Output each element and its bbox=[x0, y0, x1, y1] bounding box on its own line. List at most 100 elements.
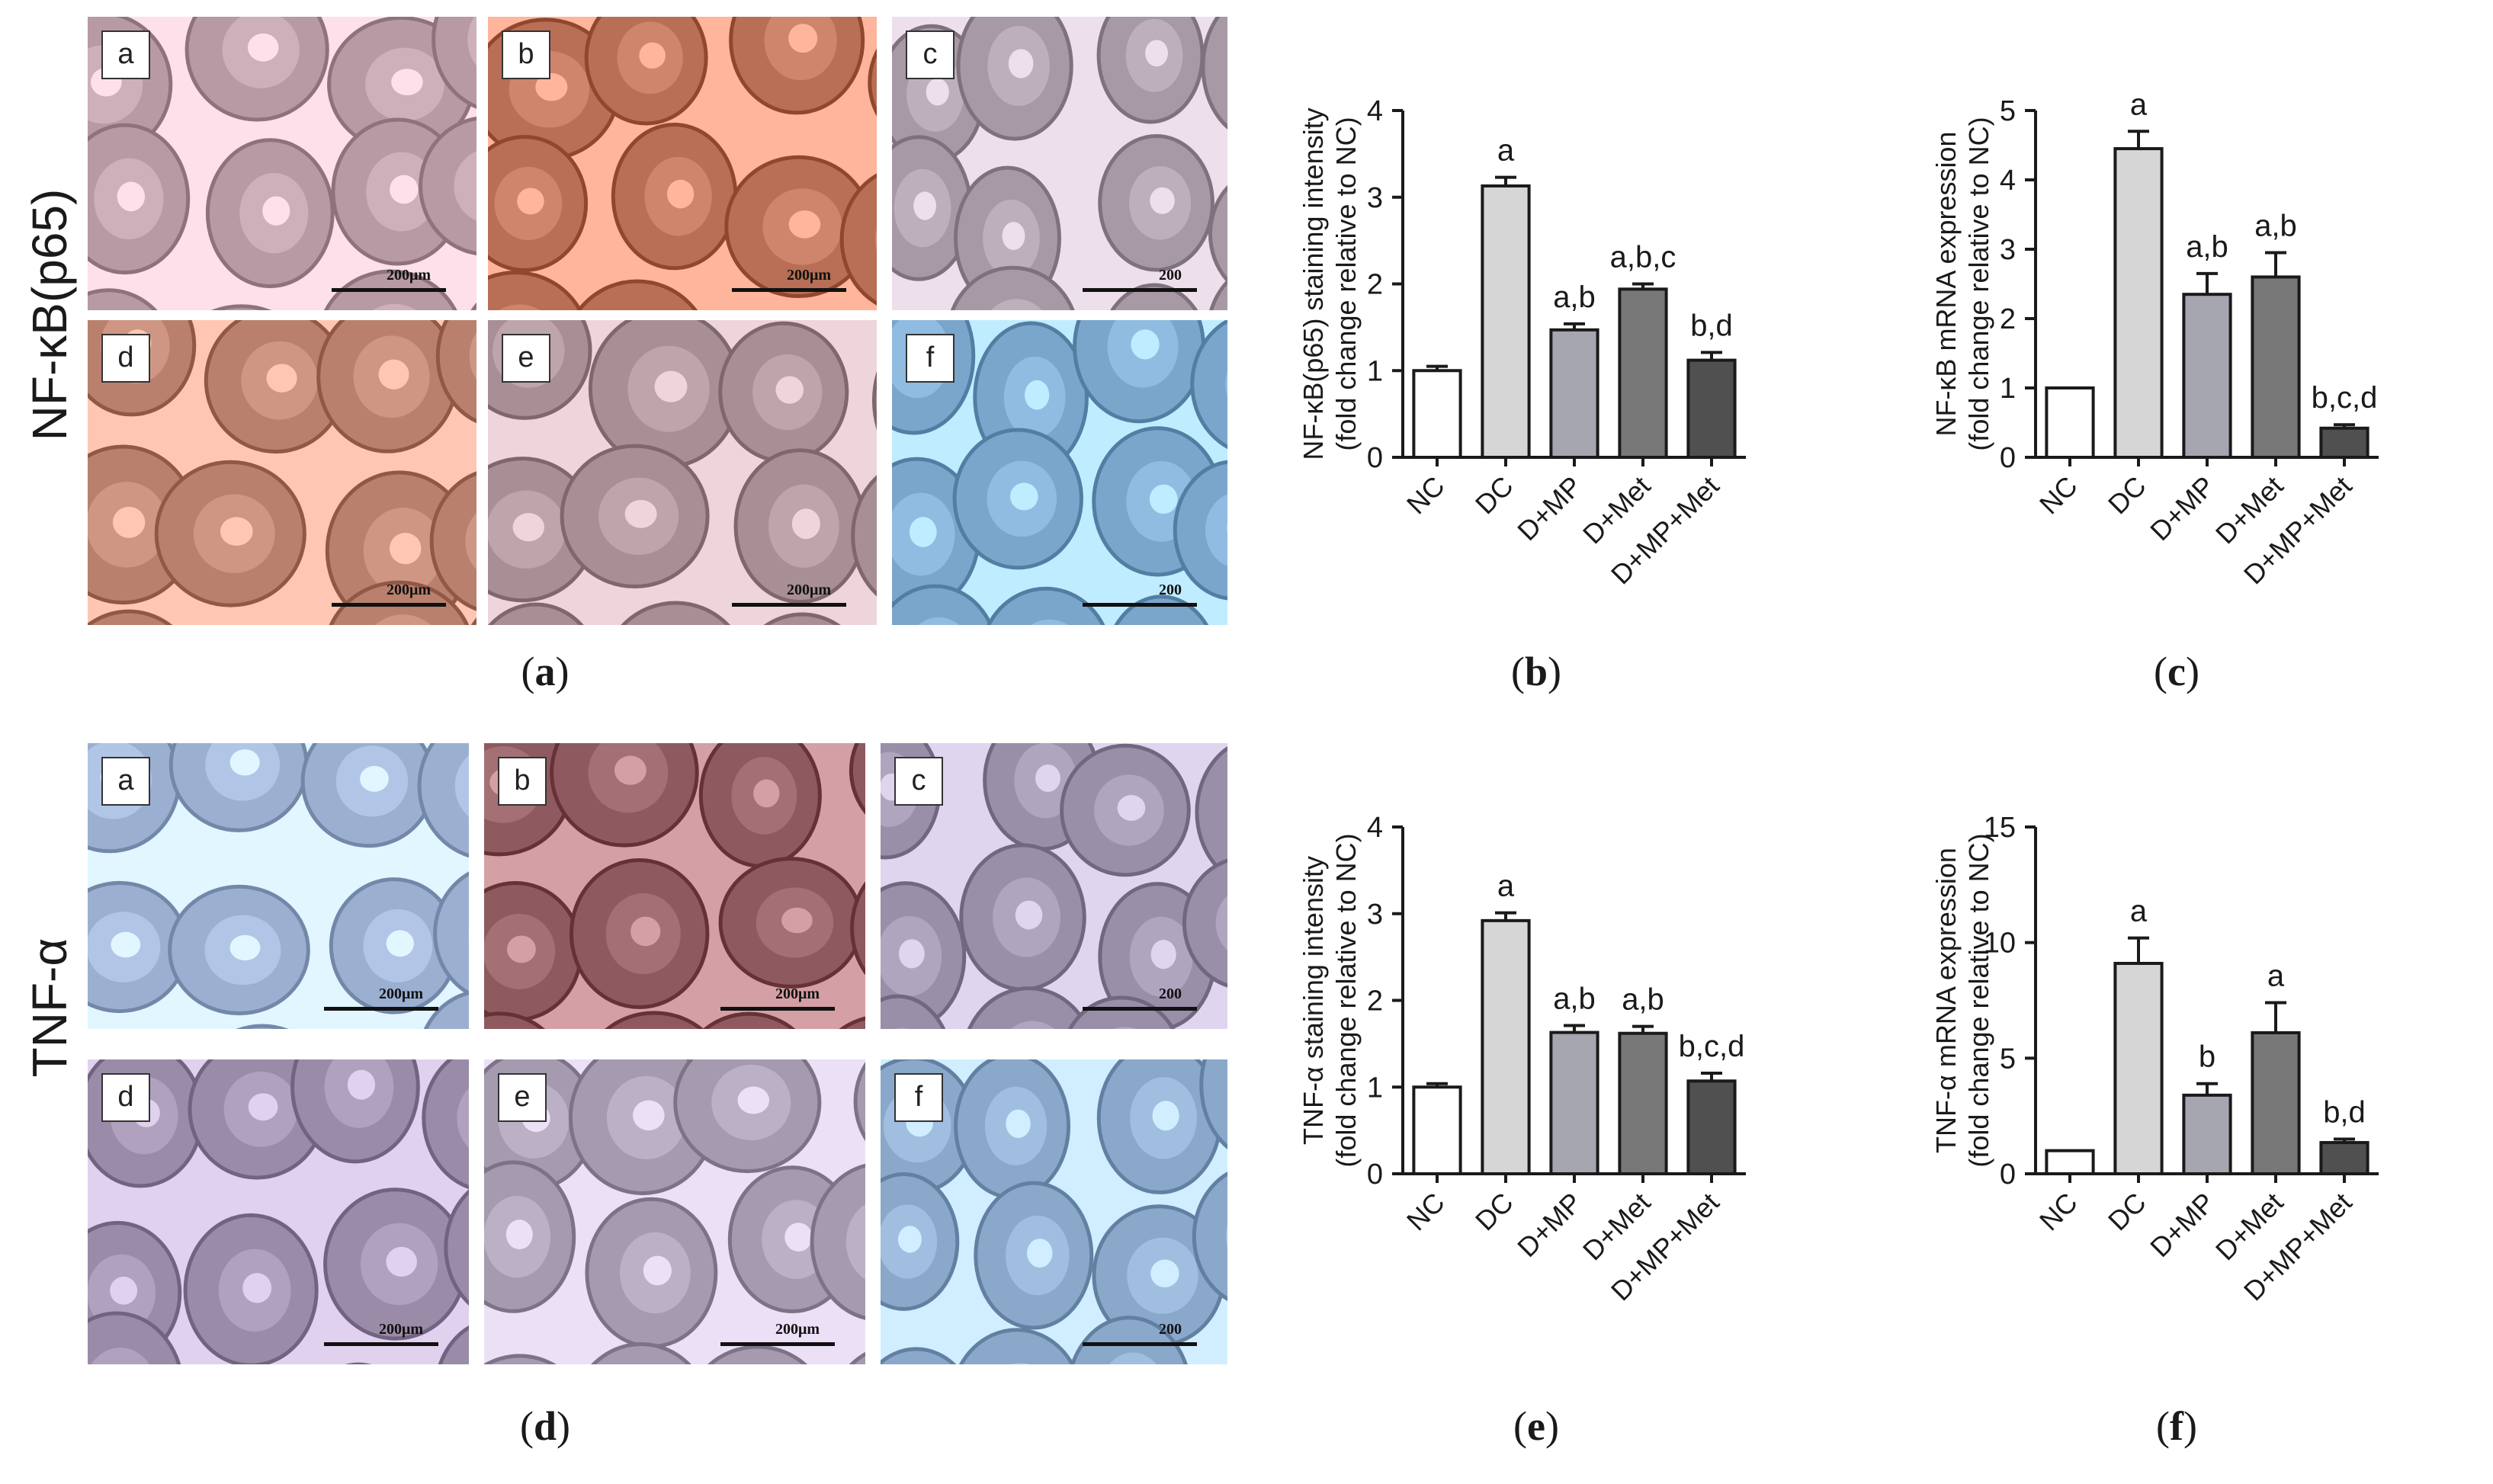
scale-bar bbox=[1083, 288, 1197, 292]
scale-bar-label: 200μm bbox=[379, 1321, 423, 1338]
x-tick-label: D+MP bbox=[1511, 1187, 1587, 1263]
bar-DC bbox=[1481, 184, 1531, 459]
y-tick-label: 0 bbox=[2000, 1159, 2016, 1191]
bar-NC bbox=[1412, 1085, 1462, 1175]
bar-NC bbox=[1412, 369, 1462, 459]
scale-bar-label: 200μm bbox=[379, 986, 423, 1002]
row-label-tnf: TNF-α bbox=[22, 938, 77, 1078]
tubule bbox=[438, 1325, 469, 1364]
tubule bbox=[433, 871, 469, 996]
micrograph-tile-a: a 200μm bbox=[88, 17, 476, 310]
bar-NC bbox=[2045, 1149, 2095, 1175]
tubule bbox=[1092, 1204, 1226, 1348]
tubule bbox=[839, 173, 877, 306]
scale-bar bbox=[732, 603, 846, 607]
tubule bbox=[88, 1311, 181, 1364]
tubule bbox=[484, 1011, 546, 1029]
bar-D+MP bbox=[2182, 293, 2232, 459]
x-tick-label: NC bbox=[1401, 1187, 1451, 1237]
tubule bbox=[718, 321, 849, 463]
x-tick-label: NC bbox=[2033, 1187, 2084, 1237]
tubule bbox=[290, 1059, 420, 1164]
tubule bbox=[1098, 882, 1217, 1029]
tubule bbox=[1190, 320, 1227, 450]
tubule bbox=[488, 271, 582, 310]
bar-NC bbox=[2045, 386, 2095, 459]
y-axis-label: TNF-α mRNA expression bbox=[1930, 848, 1962, 1153]
tubule bbox=[204, 320, 348, 454]
tubule bbox=[569, 858, 710, 1009]
tubule bbox=[729, 17, 865, 115]
row-label-nfkb: NF-κB(p65) bbox=[22, 188, 77, 441]
chart-nfkb-mrna: 0 1 2 3 4 5 NF-κB mRNA expression (fold change … bbox=[1930, 88, 2379, 590]
significance-label: a,b bbox=[1622, 983, 1664, 1017]
tile-letter-label: b bbox=[498, 757, 547, 806]
tissue-image bbox=[88, 1059, 469, 1364]
bar-D+MP+Met bbox=[1686, 358, 1737, 460]
scale-bar-label: 200 bbox=[1159, 582, 1182, 598]
significance-label: a,b bbox=[1553, 280, 1596, 314]
y-tick-label: 15 bbox=[1984, 812, 2016, 844]
tubule bbox=[1209, 279, 1227, 310]
chart-tnf-mrna: 0 5 10 15 TNF-α mRNA expression (fold change … bbox=[1930, 812, 2379, 1306]
tubule bbox=[588, 320, 742, 470]
significance-label: b,d bbox=[2323, 1096, 2366, 1130]
tubule bbox=[1098, 133, 1214, 272]
y-tick-label: 1 bbox=[1367, 1072, 1383, 1104]
y-tick-label: 2 bbox=[1367, 269, 1383, 301]
caption-e: (e) bbox=[1513, 1403, 1559, 1449]
tubule bbox=[1201, 17, 1227, 130]
tubule bbox=[591, 1341, 691, 1364]
x-tick-label: DC bbox=[1469, 1187, 1519, 1237]
tissue-image bbox=[88, 320, 476, 625]
tubule bbox=[300, 743, 436, 848]
micrograph-tile-a: a 200μm bbox=[88, 743, 469, 1029]
y-tick-label: 2 bbox=[1367, 986, 1383, 1018]
tubule bbox=[611, 122, 738, 271]
tile-letter-label: c bbox=[894, 757, 943, 806]
scale-bar-label: 200μm bbox=[387, 582, 431, 598]
tubule bbox=[881, 1347, 957, 1364]
tubule bbox=[849, 1351, 865, 1364]
tubule bbox=[810, 1163, 865, 1320]
tubule bbox=[183, 1213, 319, 1364]
tubule bbox=[851, 475, 877, 597]
caption-d: (d) bbox=[519, 1403, 570, 1449]
tubule bbox=[488, 602, 584, 625]
y-tick-label: 3 bbox=[2000, 234, 2016, 266]
bar-D+MP bbox=[1549, 1030, 1599, 1175]
y-tick-label: 2 bbox=[2000, 303, 2016, 335]
significance-label: a,b bbox=[2186, 230, 2228, 264]
micrograph-tile-f: f 200 bbox=[892, 320, 1227, 625]
y-tick-label: 10 bbox=[1984, 928, 2016, 960]
significance-label: a,b bbox=[1553, 982, 1596, 1015]
tubule bbox=[952, 428, 1083, 570]
tubule bbox=[88, 288, 158, 310]
tubule bbox=[956, 17, 1073, 141]
tubule bbox=[733, 448, 867, 604]
tile-letter-label: d bbox=[101, 334, 150, 383]
significance-label: b,d bbox=[1690, 309, 1733, 342]
tubule bbox=[1195, 745, 1227, 879]
significance-label: b,c,d bbox=[1679, 1030, 1745, 1063]
tissue-image bbox=[88, 743, 469, 1029]
y-tick-label: 0 bbox=[2000, 442, 2016, 474]
tubule bbox=[853, 1062, 865, 1142]
scale-bar bbox=[324, 1342, 438, 1346]
tile-letter-label: e bbox=[502, 334, 550, 383]
tubule bbox=[1173, 460, 1227, 601]
bar-DC bbox=[2113, 961, 2164, 1175]
tubule bbox=[1070, 1316, 1188, 1364]
tubule bbox=[881, 994, 946, 1029]
significance-label: b bbox=[2199, 1040, 2215, 1074]
tubule bbox=[605, 1011, 704, 1029]
bar-D+MP+Met bbox=[1686, 1079, 1737, 1176]
significance-label: b,c,d bbox=[2312, 381, 2378, 415]
y-tick-label: 4 bbox=[2000, 165, 2016, 197]
tile-letter-label: a bbox=[101, 30, 150, 79]
scale-bar-label: 200μm bbox=[775, 986, 820, 1002]
bar-D+MP bbox=[2182, 1093, 2232, 1175]
scale-bar bbox=[1083, 603, 1197, 607]
scale-bar bbox=[332, 288, 446, 292]
tubule bbox=[154, 460, 306, 607]
